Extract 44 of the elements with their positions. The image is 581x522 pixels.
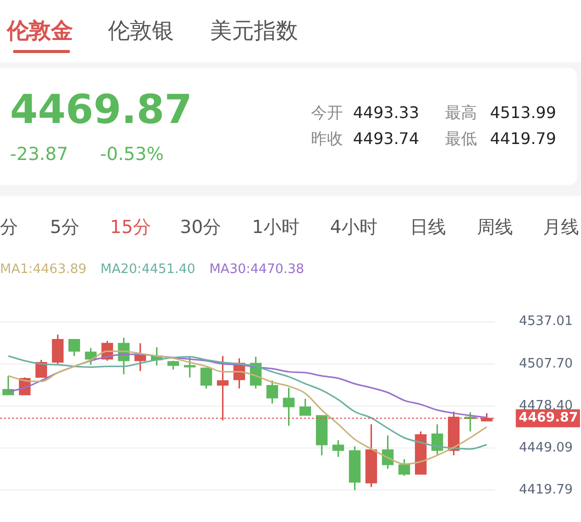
- text: 伦敦金: [7, 19, 73, 44]
- candlestick: [332, 439, 344, 458]
- text: MA30:4470.38: [209, 262, 304, 277]
- candlestick: [2, 375, 14, 396]
- candlestick: [266, 380, 278, 404]
- text: 今开: [311, 103, 343, 122]
- text: 4419.79: [490, 129, 556, 148]
- text: 5分: [50, 217, 80, 238]
- text: MA20:4451.40: [100, 262, 196, 277]
- text: 4469.87: [10, 87, 192, 133]
- text: -0.53%: [100, 144, 164, 165]
- candlestick: [431, 423, 444, 456]
- ref-line-label: 4469.87: [518, 410, 578, 426]
- text: MA1:4463.89: [0, 262, 87, 277]
- candlestick: [68, 338, 80, 357]
- text: 月线: [543, 217, 579, 238]
- text: 4493.33: [353, 103, 420, 122]
- candlestick: [134, 342, 146, 372]
- line-series: [8, 355, 488, 450]
- text: 15分: [110, 217, 151, 238]
- candlestick: [299, 398, 312, 416]
- text: 分: [0, 217, 18, 238]
- text: -23.87: [10, 144, 68, 165]
- y-tick-label: 4419.79: [519, 482, 573, 498]
- candlestick: [184, 356, 196, 378]
- candlestick: [282, 387, 295, 427]
- text: 1小时: [252, 217, 300, 238]
- text: 美元指数: [210, 19, 298, 44]
- y-tick-label: 4449.09: [519, 440, 573, 456]
- y-tick-label: 4507.70: [519, 356, 573, 372]
- candlestick: [52, 334, 64, 365]
- text: 30分: [180, 217, 221, 238]
- text: 伦敦银: [108, 19, 174, 44]
- candlestick: [398, 458, 410, 477]
- text: 4513.99: [490, 103, 556, 122]
- text: 4493.74: [353, 129, 420, 148]
- text: 日线: [410, 217, 446, 238]
- text: 周线: [477, 217, 513, 238]
- y-tick-label: 4537.01: [519, 314, 573, 330]
- text: 最高: [445, 103, 477, 122]
- text: 4小时: [330, 217, 378, 238]
- text: 昨收: [311, 129, 343, 148]
- candlestick: [200, 367, 212, 390]
- text: 最低: [445, 129, 477, 148]
